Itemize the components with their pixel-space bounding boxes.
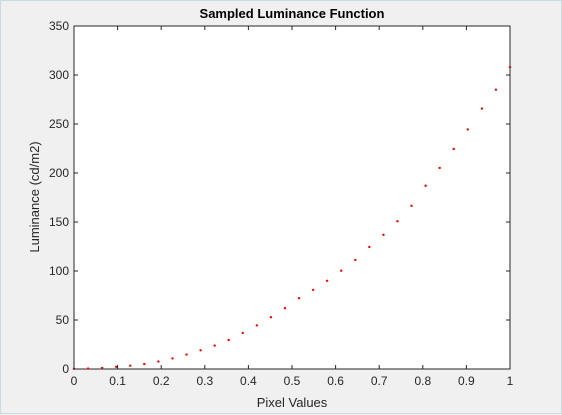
x-tick-label: 0 [71, 374, 78, 388]
data-point [424, 184, 427, 187]
x-tick-label: 0.2 [153, 374, 170, 388]
y-axis-ticks: 0 50 100 150 200 250 300 350 [49, 19, 510, 376]
plot-area [74, 26, 510, 369]
x-tick-label: 0.8 [414, 374, 431, 388]
x-axis-ticks: 0 0.1 0.2 0.3 0.4 0.5 0.6 0.7 0.8 0.9 1 [71, 26, 514, 388]
data-point [452, 147, 455, 151]
data-point [115, 365, 118, 369]
data-point [311, 288, 315, 292]
y-tick-label: 100 [49, 264, 69, 278]
data-point [508, 65, 512, 69]
data-point [283, 307, 287, 310]
data-point [100, 366, 104, 370]
y-tick-label: 150 [49, 215, 69, 229]
data-point [185, 353, 188, 356]
data-point [241, 331, 244, 335]
data-point [382, 233, 385, 237]
data-point [86, 367, 90, 370]
data-point [494, 88, 498, 91]
data-point [129, 364, 132, 367]
x-tick-label: 0.5 [284, 374, 301, 388]
x-tick-label: 0.6 [327, 374, 344, 388]
data-point [143, 362, 146, 366]
data-point [368, 245, 371, 249]
chart-title: Sampled Luminance Function [200, 6, 385, 21]
data-point [340, 269, 343, 272]
x-tick-label: 0.7 [371, 374, 388, 388]
data-point [297, 296, 301, 300]
data-points [72, 65, 512, 371]
data-point [171, 357, 174, 360]
data-point [325, 279, 329, 282]
data-point [199, 349, 202, 352]
data-point [213, 344, 216, 347]
data-point [227, 338, 230, 342]
x-tick-label: 1 [507, 374, 514, 388]
x-tick-label: 0.3 [196, 374, 213, 388]
data-point [157, 360, 160, 363]
y-tick-label: 50 [56, 313, 70, 327]
y-tick-label: 0 [62, 362, 69, 376]
x-axis-label: Pixel Values [257, 395, 328, 410]
data-point [255, 324, 259, 327]
y-tick-label: 200 [49, 166, 69, 180]
x-tick-label: 0.1 [109, 374, 126, 388]
data-point [438, 166, 441, 170]
data-point [480, 107, 484, 110]
y-tick-label: 250 [49, 117, 69, 131]
y-tick-label: 300 [49, 68, 69, 82]
y-tick-label: 350 [49, 19, 69, 33]
x-tick-label: 0.9 [458, 374, 475, 388]
x-tick-label: 0.4 [240, 374, 257, 388]
data-point [396, 220, 399, 223]
data-point [269, 316, 273, 319]
data-point [410, 204, 413, 208]
data-point [354, 258, 357, 262]
data-point [466, 128, 469, 131]
y-axis-label: Luminance (cd/m2) [27, 141, 42, 252]
